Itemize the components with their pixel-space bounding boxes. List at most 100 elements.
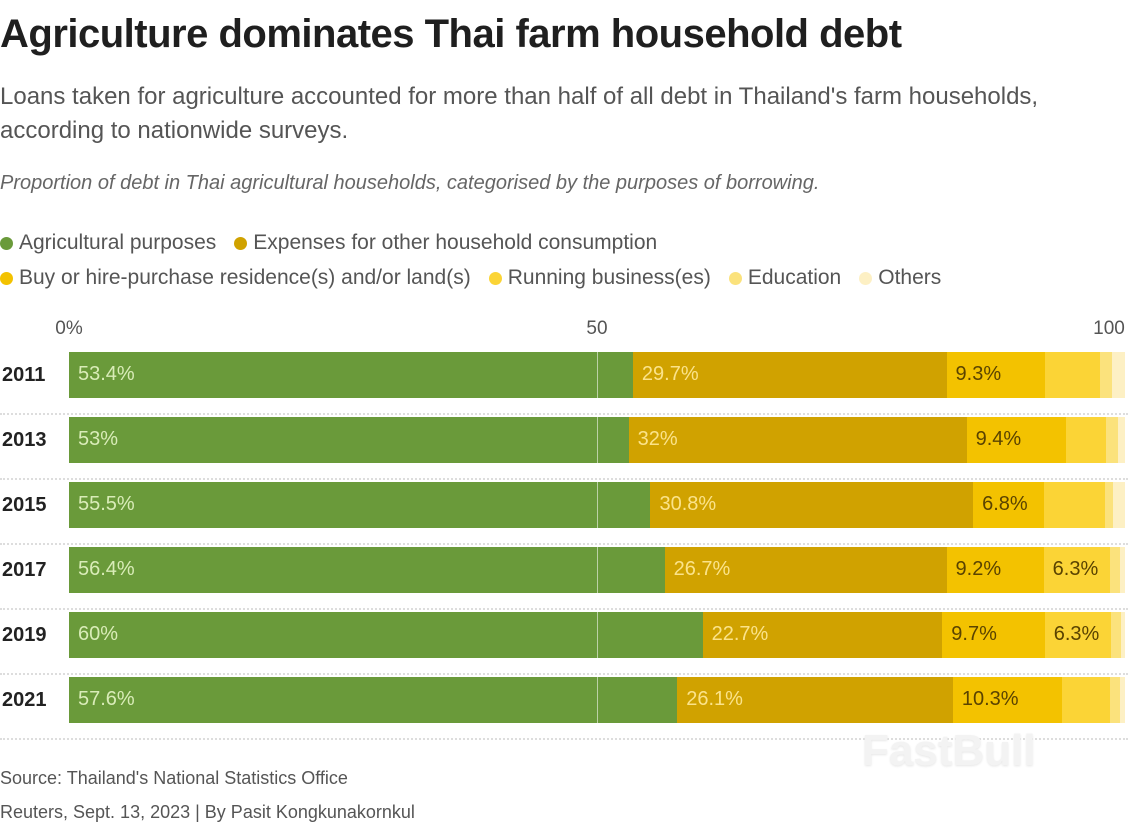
bar-segment: [1112, 352, 1125, 398]
segment-value-label: 55.5%: [78, 493, 135, 515]
bar-segment: 9.3%: [946, 352, 1045, 398]
bar-segment: 9.4%: [966, 417, 1066, 463]
bar-segment: [1105, 482, 1114, 528]
bar-segment: 53%: [69, 417, 629, 463]
legend-dot-icon: [488, 271, 502, 285]
segment-value-label: 9.4%: [975, 428, 1022, 450]
stacked-bar: 53% 32% 9.4%: [69, 417, 1125, 463]
legend-label: Others: [878, 266, 942, 289]
gridline-50: [597, 350, 598, 724]
bar-segment: [1120, 612, 1125, 658]
bar-segment: [1044, 482, 1106, 528]
stacked-bar: 56.4% 26.7% 9.2% 6.3%: [69, 547, 1125, 593]
bar-segment: [1111, 612, 1121, 658]
legend-label: Buy or hire-purchase residence(s) and/or…: [19, 266, 471, 289]
x-tick-100: 100: [1093, 318, 1125, 339]
segment-value-label: 10.3%: [961, 688, 1019, 710]
legend-item: Education: [728, 266, 842, 290]
bar-row-2017: 2017 56.4% 26.7% 9.2% 6.3%: [0, 545, 1128, 610]
bar-segment: 6.3%: [1044, 612, 1112, 658]
segment-value-label: 9.2%: [955, 558, 1002, 580]
segment-value-label: 57.6%: [78, 688, 135, 710]
legend-dot-icon: [859, 271, 873, 285]
segment-value-label: 29.7%: [641, 363, 699, 385]
segment-value-label: 9.7%: [951, 623, 997, 645]
segment-value-label: 32%: [637, 428, 678, 450]
segment-value-label: 6.3%: [1052, 558, 1099, 580]
chart-subtitle: Loans taken for agriculture accounted fo…: [0, 83, 1039, 144]
bar-segment: [1110, 547, 1120, 593]
bar-segment: [1105, 417, 1118, 463]
legend-row-1: Agricultural purposes Expenses for other …: [0, 228, 1120, 258]
bar-segment: [1061, 677, 1111, 723]
legend-dot-icon: [728, 271, 742, 285]
x-tick-0: 0%: [55, 318, 83, 339]
bar-rows: 2011 53.4% 29.7% 9.3% 2013 53% 32% 9.4% 2015 55.5…: [0, 350, 1128, 740]
bar-segment: [1119, 547, 1125, 593]
bar-segment: 30.8%: [650, 482, 974, 528]
bar-segment: [1113, 482, 1125, 528]
legend-item: Buy or hire-purchase residence(s) and/or…: [0, 266, 471, 290]
legend-dot-icon: [0, 236, 13, 250]
legend-item: Running business(es): [488, 266, 711, 290]
segment-value-label: 30.8%: [659, 493, 717, 515]
year-label: 2013: [2, 429, 47, 451]
legend-label: Running business(es): [507, 266, 711, 289]
bar-segment: 57.6%: [69, 677, 678, 723]
stacked-bar: 57.6% 26.1% 10.3%: [69, 677, 1125, 723]
legend: Agricultural purposes Expenses for other …: [0, 228, 1120, 298]
bar-segment: [1110, 677, 1120, 723]
year-label: 2017: [2, 559, 47, 581]
bar-row-2015: 2015 55.5% 30.8% 6.8%: [0, 480, 1128, 545]
legend-label: Agricultural purposes: [19, 231, 217, 254]
bar-segment: 6.3%: [1043, 547, 1111, 593]
segment-value-label: 9.3%: [955, 363, 1002, 385]
legend-dot-icon: [0, 271, 13, 285]
bar-row-2013: 2013 53% 32% 9.4%: [0, 415, 1128, 480]
segment-value-label: 53.4%: [78, 363, 135, 385]
bar-row-2019: 2019 60% 22.7% 9.7% 6.3%: [0, 610, 1128, 675]
x-tick-50: 50: [586, 318, 608, 339]
chart-title: Agriculture dominates Thai farm househol…: [0, 12, 902, 56]
year-label: 2019: [2, 624, 47, 646]
stacked-bar: 53.4% 29.7% 9.3%: [69, 352, 1125, 398]
bar-segment: 26.7%: [664, 547, 947, 593]
segment-value-label: 6.8%: [982, 493, 1028, 515]
bar-segment: [1117, 417, 1125, 463]
year-label: 2021: [2, 689, 47, 711]
legend-label: Education: [747, 266, 842, 289]
bar-segment: 9.2%: [946, 547, 1044, 593]
bar-row-2021: 2021 57.6% 26.1% 10.3%: [0, 675, 1128, 740]
bar-segment: 26.1%: [677, 677, 953, 723]
segment-value-label: 6.3%: [1053, 623, 1100, 645]
bar-segment: 55.5%: [69, 482, 651, 528]
chart-caption: Proportion of debt in Thai agricultural …: [0, 172, 820, 194]
segment-value-label: 26.1%: [686, 688, 743, 710]
segment-value-label: 53%: [78, 428, 119, 450]
bar-row-2011: 2011 53.4% 29.7% 9.3%: [0, 350, 1128, 415]
bar-segment: 29.7%: [632, 352, 947, 398]
bar-segment: 60%: [69, 612, 703, 658]
bar-segment: 32%: [628, 417, 967, 463]
year-label: 2011: [2, 364, 46, 386]
segment-value-label: 22.7%: [711, 623, 769, 645]
source-note: Source: Thailand's National Statistics O…: [0, 768, 348, 788]
bar-segment: 22.7%: [702, 612, 943, 658]
bar-segment: 10.3%: [952, 677, 1062, 723]
bar-segment: [1119, 677, 1125, 723]
legend-item: Agricultural purposes: [0, 231, 216, 255]
stacked-bar: 60% 22.7% 9.7% 6.3%: [69, 612, 1125, 658]
bar-segment: [1044, 352, 1100, 398]
x-axis: 0% 50 100: [0, 318, 1128, 344]
segment-value-label: 60%: [78, 623, 119, 645]
segment-value-label: 56.4%: [78, 558, 135, 580]
bar-segment: [1099, 352, 1113, 398]
stacked-bar: 55.5% 30.8% 6.8%: [69, 482, 1125, 528]
year-label: 2015: [2, 494, 47, 516]
legend-item: Expenses for other household consumption: [234, 231, 657, 255]
legend-dot-icon: [234, 236, 248, 250]
segment-value-label: 26.7%: [673, 558, 731, 580]
legend-item: Others: [859, 266, 941, 290]
legend-label: Expenses for other household consumption: [253, 231, 658, 254]
watermark: FastBull: [862, 726, 1036, 775]
